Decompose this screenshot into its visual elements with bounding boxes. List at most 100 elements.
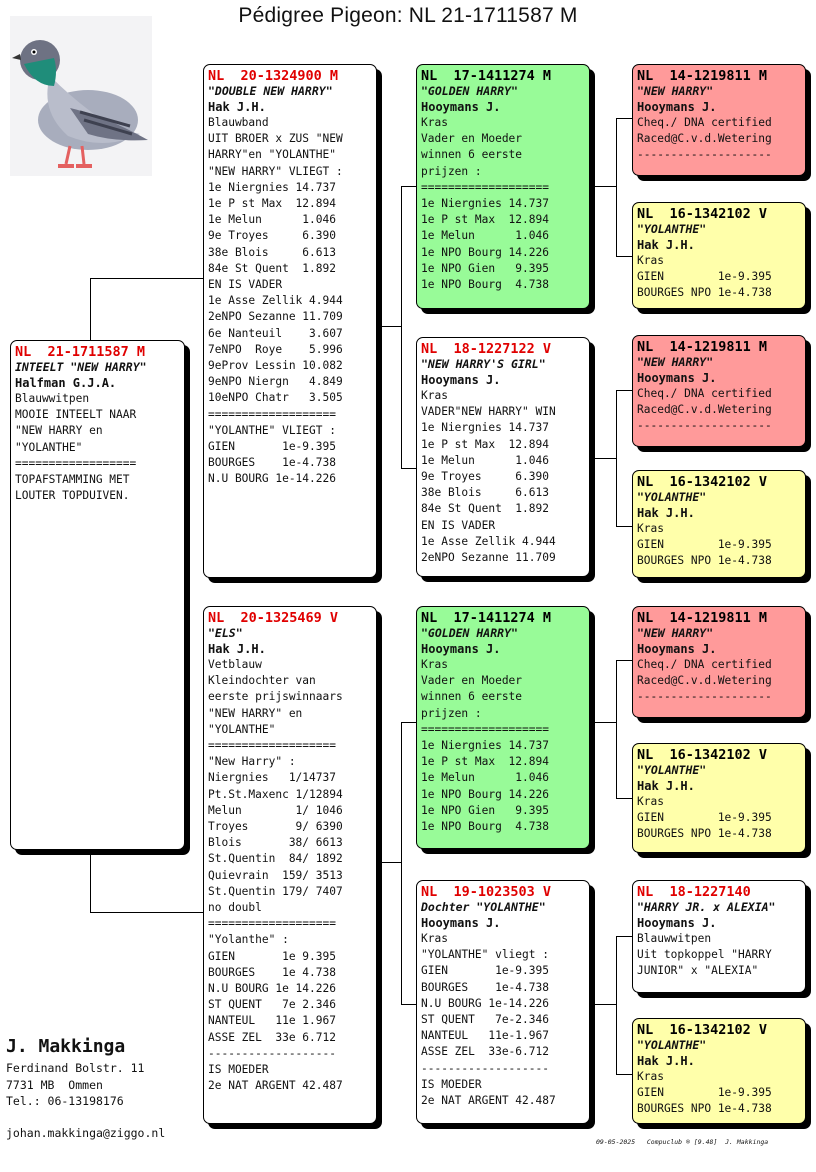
card-text-line: eerste prijswinnaars: [208, 690, 343, 704]
pigeon-card-father-mother[interactable]: NL 18-1227122 V "NEW HARRY'S GIRL" Hooyman…: [416, 337, 590, 577]
card-text-line: Cheq./ DNA certified: [637, 116, 772, 129]
card-text-line: St.Quentin 179/ 7407: [208, 884, 343, 898]
pigeon-card-father[interactable]: NL 20-1324900 M "DOUBLE NEW HARRY" Hak J.H…: [203, 64, 377, 578]
card-text-line: 1e Melun 1.046: [421, 771, 549, 785]
page-title: Pédigree Pigeon: NL 21-1711587 M: [238, 4, 578, 27]
connector-line: [90, 278, 204, 279]
pigeon-card-fff[interactable]: NL 14-1219811 M "NEW HARRY" Hooymans J. Che…: [632, 64, 806, 176]
card-text-line: GIEN 1e 9.395: [208, 949, 336, 963]
pigeon-nickname: "HARRY JR. x ALEXIA": [637, 900, 776, 914]
breeder-email[interactable]: johan.makkinga@ziggo.nl: [6, 1126, 166, 1140]
card-text-line: Raced@C.v.d.Wetering: [637, 132, 772, 146]
pigeon-card-mff[interactable]: NL 14-1219811 M "NEW HARRY" Hooymans J. Che…: [632, 606, 806, 718]
connector-line: [377, 326, 401, 327]
card-text-line: 1e Melun 1.046: [208, 213, 336, 227]
card-text-line: Niergnies 1/14737: [208, 771, 336, 785]
card-text-line: EN IS VADER: [208, 278, 283, 292]
connector-line: [401, 722, 402, 1004]
card-text-line: Uit topkoppel "HARRY: [637, 948, 772, 962]
pigeon-owner: Hak J.H.: [637, 779, 695, 793]
connector-line: [590, 458, 616, 459]
card-text-line: St.Quentin 84/ 1892: [208, 852, 343, 866]
pigeon-owner: Hooymans J.: [637, 100, 717, 114]
pigeon-nickname: "GOLDEN HARRY": [421, 626, 518, 640]
card-text-line: Raced@C.v.d.Wetering: [637, 674, 772, 688]
card-text-line: 84e St Quent 1.892: [421, 502, 549, 516]
card-text-line: prijzen :: [421, 164, 482, 178]
pigeon-card-mother-mother[interactable]: NL 19-1023503 V Dochter "YOLANTHE" Hooyman…: [416, 880, 590, 1124]
card-text-line: --------------------: [637, 690, 772, 704]
pigeon-owner: Hak J.H.: [208, 642, 266, 656]
ring-number: NL 18-1227140: [637, 884, 751, 900]
card-text-line: 38e Blois 6.613: [208, 245, 336, 259]
card-text-line: 10eNPO Chatr 3.505: [208, 391, 343, 405]
card-text-line: BOURGES 1e 4.738: [208, 965, 336, 979]
card-text-line: EN IS VADER: [421, 518, 496, 532]
pigeon-nickname: INTEELT "NEW HARRY": [15, 360, 147, 374]
card-text-line: 1e P st Max 12.894: [421, 213, 549, 227]
pigeon-card-main[interactable]: NL 21-1711587 M INTEELT "NEW HARRY" Halfma…: [10, 340, 185, 850]
connector-line: [616, 256, 632, 257]
card-text-line: 7eNPO Roye 5.996: [208, 342, 343, 356]
card-text-line: 1e Niergnies 14.737: [421, 739, 549, 753]
pigeon-nickname: "NEW HARRY": [637, 626, 714, 640]
card-text-line: "YOLANTHE": [208, 722, 276, 736]
card-text-line: winnen 6 eerste: [421, 148, 523, 162]
pigeon-owner: Hooymans J.: [421, 100, 501, 114]
card-text-line: IS MOEDER: [421, 1077, 482, 1091]
connector-line: [616, 526, 632, 527]
card-text-line: 2e NAT ARGENT 42.487: [421, 1094, 556, 1108]
card-text-line: "NEW HARRY" VLIEGT :: [208, 164, 343, 178]
card-text-line: "NEW HARRY en: [15, 424, 103, 438]
pigeon-icon: [10, 16, 152, 176]
pigeon-card-ffm[interactable]: NL 16-1342102 V "YOLANTHE" Hak J.H. Kras GIE…: [632, 202, 806, 309]
connector-line: [401, 186, 417, 187]
pigeon-card-mmm[interactable]: NL 16-1342102 V "YOLANTHE" Hak J.H. Kras GIE…: [632, 1018, 806, 1124]
card-text-line: Kras: [421, 932, 448, 945]
connector-line: [401, 722, 417, 723]
connector-line: [616, 1074, 632, 1075]
card-text-line: 1e NPO Gien 9.395: [421, 803, 549, 817]
card-text-line: 1e Niergnies 14.737: [208, 180, 336, 194]
pigeon-card-mmf[interactable]: NL 18-1227140 "HARRY JR. x ALEXIA" Hooyman…: [632, 880, 806, 993]
pigeon-owner: Hak J.H.: [637, 1054, 695, 1068]
pigeon-card-mfm[interactable]: NL 16-1342102 V "YOLANTHE" Hak J.H. Kras GIE…: [632, 743, 806, 853]
breeder-address: Ferdinand Bolstr. 11: [6, 1061, 145, 1075]
card-text-line: ===================: [208, 407, 336, 421]
card-text-line: Kras: [637, 795, 664, 808]
card-text-line: GIEN 1e-9.395: [208, 440, 336, 454]
ring-number: NL 17-1411274 M: [421, 610, 552, 626]
connector-line: [401, 1004, 417, 1005]
pigeon-owner: Hak J.H.: [637, 506, 695, 520]
ring-number: NL 14-1219811 M: [637, 339, 768, 355]
card-text-line: 1e Niergnies 14.737: [421, 421, 549, 435]
card-text-line: 1e P st Max 12.894: [421, 437, 549, 451]
pigeon-card-fmm[interactable]: NL 16-1342102 V "YOLANTHE" Hak J.H. Kras GIE…: [632, 470, 806, 578]
connector-line: [616, 390, 617, 526]
card-text-line: ST QUENT 7e-2.346: [421, 1013, 549, 1027]
pigeon-card-father-father[interactable]: NL 17-1411274 M "GOLDEN HARRY" Hooymans J.…: [416, 64, 590, 309]
pigeon-nickname: "DOUBLE NEW HARRY": [208, 84, 333, 98]
card-text-line: ===================: [421, 722, 549, 736]
pigeon-card-mother-father[interactable]: NL 17-1411274 M "GOLDEN HARRY" Hooymans J.…: [416, 606, 590, 849]
pigeon-owner: Hooymans J.: [637, 642, 717, 656]
card-text-line: 1e P st Max 12.894: [208, 197, 336, 211]
card-text-line: "YOLANTHE" vliegt :: [421, 948, 549, 962]
pigeon-card-fmf[interactable]: NL 14-1219811 M "NEW HARRY" Hooymans J. Che…: [632, 335, 806, 447]
card-text-line: Vetblauw: [208, 658, 262, 671]
connector-line: [90, 912, 204, 913]
pigeon-nickname: "GOLDEN HARRY": [421, 84, 518, 98]
pigeon-owner: Hooymans J.: [421, 916, 501, 930]
card-text-line: Vader en Moeder: [421, 674, 523, 688]
card-text-line: 38e Blois 6.613: [421, 486, 549, 500]
card-text-line: 1e Niergnies 14.737: [421, 197, 549, 211]
card-text-line: Troyes 9/ 6390: [208, 820, 343, 834]
card-text-line: UIT BROER x ZUS "NEW: [208, 132, 343, 146]
card-text-line: 1e NPO Bourg 4.738: [421, 820, 549, 834]
card-text-line: BOURGES NPO 1e-4.738: [637, 827, 772, 841]
card-text-line: "New Harry" :: [208, 755, 296, 769]
card-text-line: Blois 38/ 6613: [208, 836, 343, 850]
card-text-line: 9eProv Lessin 10.082: [208, 359, 343, 373]
connector-line: [90, 278, 91, 340]
pigeon-card-mother[interactable]: NL 20-1325469 V "ELS" Hak J.H. Vetblauw Klei…: [203, 606, 377, 1124]
